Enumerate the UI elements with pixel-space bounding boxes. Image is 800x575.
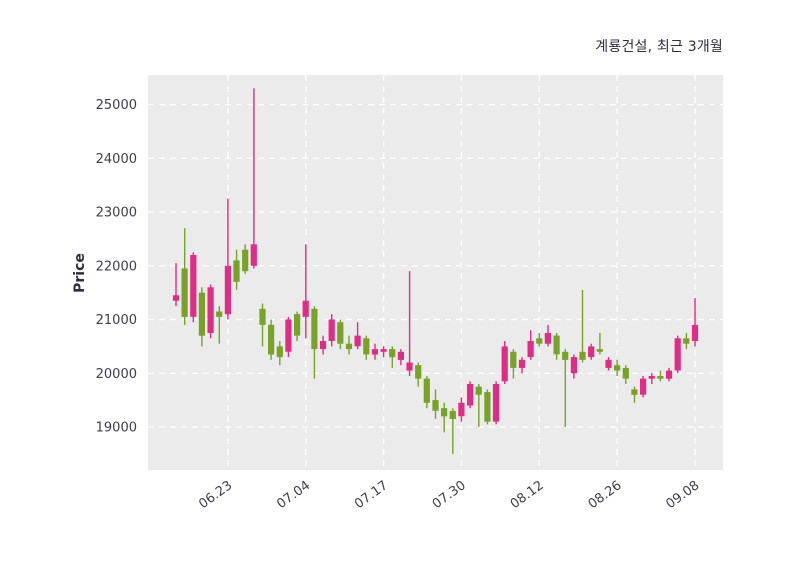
candle: [268, 319, 275, 360]
candle: [536, 333, 543, 347]
candle: [432, 389, 439, 419]
candle: [596, 333, 603, 355]
candle: [562, 349, 569, 427]
candle: [614, 359, 621, 376]
candle: [458, 397, 465, 422]
candle: [345, 335, 353, 355]
candle: [588, 343, 595, 360]
candle: [501, 341, 508, 384]
candle: [371, 343, 378, 360]
candle: [423, 376, 430, 409]
candle: [510, 349, 517, 379]
x-tick-label: 09.08: [663, 478, 702, 512]
candle: [631, 386, 638, 403]
y-tick-label: 24000: [96, 152, 137, 167]
candle: [579, 290, 586, 363]
candle: [622, 365, 629, 384]
chart-title: 계룡건설, 최근 3개월: [595, 39, 723, 55]
candle: [657, 370, 664, 382]
candle: [640, 376, 647, 398]
candle: [363, 335, 370, 360]
y-tick-label: 21000: [96, 313, 137, 328]
y-tick-label: 22000: [96, 259, 137, 274]
candle: [198, 287, 205, 347]
candle: [415, 362, 422, 387]
candle: [605, 357, 612, 371]
x-tick-label: 08.12: [508, 478, 547, 512]
candle: [553, 333, 560, 360]
candle: [544, 324, 551, 347]
y-tick-label: 25000: [96, 98, 137, 113]
x-tick-label: 08.26: [586, 478, 625, 512]
candle: [259, 303, 266, 347]
candle: [337, 319, 344, 350]
candle: [518, 357, 526, 374]
candle: [484, 389, 491, 425]
x-tick-label: 07.04: [274, 478, 313, 512]
candle: [389, 346, 396, 368]
candle: [190, 252, 197, 323]
candle: [674, 335, 681, 374]
x-tick-label: 07.30: [430, 478, 469, 512]
candle: [691, 298, 699, 347]
candle: [216, 306, 223, 344]
candle: [294, 311, 301, 341]
candle: [665, 367, 673, 382]
candle: [181, 228, 188, 325]
candle: [380, 346, 387, 358]
candle: [233, 249, 240, 290]
candle: [224, 198, 231, 320]
candle: [207, 284, 214, 339]
candle: [441, 402, 448, 433]
candle: [683, 333, 690, 350]
candle: [475, 384, 482, 427]
candle: [319, 335, 327, 355]
candle: [354, 322, 361, 350]
candle: [285, 316, 292, 358]
x-tick-label: 06.23: [196, 478, 235, 512]
candle: [172, 263, 180, 307]
candle: [648, 373, 655, 384]
y-tick-label: 23000: [96, 206, 137, 221]
candle: [397, 349, 404, 366]
candle: [242, 244, 249, 274]
candle: [276, 341, 283, 366]
candle: [492, 381, 500, 425]
candle: [250, 88, 257, 269]
x-tick-label: 07.17: [352, 478, 391, 512]
candle: [406, 271, 413, 376]
candle: [311, 306, 318, 379]
candle: [467, 381, 474, 409]
candle: [570, 354, 577, 379]
candle: [302, 244, 309, 339]
y-tick-label: 20000: [96, 367, 137, 382]
y-tick-label: 19000: [96, 421, 137, 436]
candle: [328, 314, 335, 347]
candle: [527, 330, 534, 360]
candle: [449, 408, 456, 454]
